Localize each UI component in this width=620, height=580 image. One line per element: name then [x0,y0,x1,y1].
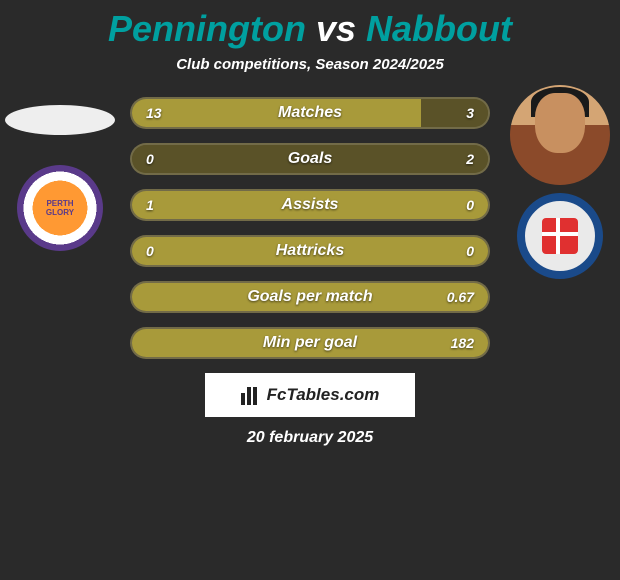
club-badge-label: PERTHGLORY [46,199,74,217]
comparison-main: PERTHGLORY 133Matches 02Goals 10Assists 00H… [0,85,620,359]
subtitle: Club competitions, Season 2024/2025 [0,56,620,73]
left-column: PERTHGLORY [0,85,120,251]
bar-label: Goals per match [132,283,488,311]
bar-label: Matches [132,99,488,127]
watermark: FcTables.com [205,373,415,417]
header: Pennington vs Nabbout Club competitions,… [0,0,620,73]
date-text: 20 february 2025 [0,429,620,447]
stat-row: 133Matches [130,97,490,129]
stat-row: 00Hattricks [130,235,490,267]
player-photo-left [5,105,115,135]
stat-row: 02Goals [130,143,490,175]
bar-label: Goals [132,145,488,173]
stat-bars: 133Matches 02Goals 10Assists 00Hattricks 0.6… [130,85,490,359]
bar-label: Assists [132,191,488,219]
bar-label: Hattricks [132,237,488,265]
bar-label: Min per goal [132,329,488,357]
page-title: Pennington vs Nabbout [0,8,620,50]
stat-row: 0.67Goals per match [130,281,490,313]
stat-row: 10Assists [130,189,490,221]
watermark-text: FcTables.com [267,385,380,405]
title-player2: Nabbout [366,8,512,49]
club-badge-melbourne [517,193,603,279]
title-vs: vs [316,8,356,49]
club-badge-perth: PERTHGLORY [17,165,103,251]
barchart-icon [241,385,261,405]
player-photo-right [510,85,610,185]
stat-row: 182Min per goal [130,327,490,359]
avatar-face [535,93,585,153]
title-player1: Pennington [108,8,306,49]
right-column [500,85,620,279]
